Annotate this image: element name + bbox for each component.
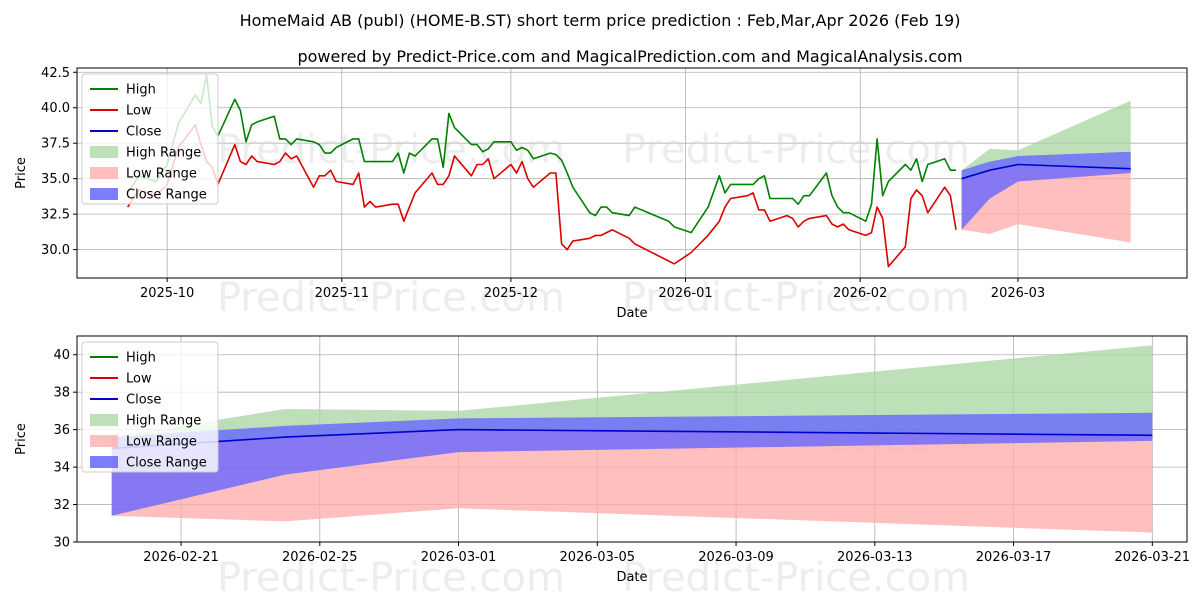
x-axis-label: Date: [616, 570, 647, 585]
y-tick-label: 30.0: [41, 243, 70, 258]
close-range-band: [111, 412, 1153, 516]
legend-low-range-label: Low Range: [126, 435, 197, 450]
x-axis-label: Date: [616, 306, 647, 321]
y-tick-label: 36: [53, 423, 70, 438]
y-tick-label: 35.0: [41, 172, 70, 187]
legend-low-range-swatch: [90, 435, 118, 447]
close-series-line: [961, 163, 1131, 180]
legend-close-range-label: Close Range: [126, 188, 207, 203]
plot-area: [127, 74, 1131, 268]
x-tick-label: 2026-03-09: [698, 550, 774, 565]
y-tick-label: 42.5: [41, 66, 70, 81]
x-tick-label: 2026-02-21: [143, 550, 219, 565]
chart-subtitle: powered by Predict-Price.com and Magical…: [297, 47, 962, 66]
x-tick-label: 2026-03-21: [1115, 550, 1191, 565]
y-tick-label: 40: [53, 348, 70, 363]
legend-close-range-swatch: [90, 188, 118, 200]
y-tick-label: 32: [53, 498, 70, 513]
y-tick-label: 38: [53, 386, 70, 401]
y-tick-label: 30: [53, 536, 70, 551]
y-axis-label: Price: [14, 157, 29, 189]
legend-low-range-label: Low Range: [126, 167, 197, 182]
legend-high-range-label: High Range: [126, 146, 201, 161]
x-tick-label: 2026-02: [833, 286, 887, 301]
legend-high-range-swatch: [90, 414, 118, 426]
watermark-text: Predict-Price.com: [217, 127, 565, 173]
legend-low-range-swatch: [90, 167, 118, 179]
watermark-text: Predict-Price.com: [622, 275, 970, 321]
x-tick-label: 2026-03: [991, 286, 1045, 301]
watermark-text: Predict-Price.com: [217, 555, 565, 600]
legend-low-label: Low: [126, 104, 152, 119]
y-axis-label: Price: [14, 423, 29, 455]
top-panel: Predict-Price.com Predict-Price.com Predic…: [14, 66, 1188, 321]
x-tick-label: 2026-02-25: [282, 550, 358, 565]
y-tick-label: 32.5: [41, 208, 70, 223]
legend-high-label: High: [126, 83, 156, 98]
watermark-text: Predict-Price.com: [622, 555, 970, 600]
legend-low-label: Low: [126, 372, 152, 387]
close-range-band: [961, 151, 1131, 230]
bottom-panel: Predict-Price.comPredict-Price.comPredic…: [14, 335, 1191, 600]
y-tick-label: 37.5: [41, 137, 70, 152]
legend-high-range-label: High Range: [126, 414, 201, 429]
axes-frame: [76, 67, 1188, 279]
axes-frame: [76, 335, 1188, 543]
x-tick-label: 2025-12: [484, 286, 538, 301]
x-tick-label: 2025-11: [315, 286, 369, 301]
x-tick-label: 2026-03-13: [837, 550, 913, 565]
y-tick-label: 34: [53, 461, 70, 476]
watermark-text: Predict-Price.com: [217, 275, 565, 321]
legend-close-label: Close: [126, 125, 161, 140]
x-tick-label: 2025-10: [140, 286, 194, 301]
y-tick-label: 40.0: [41, 101, 70, 116]
x-tick-label: 2026-03-01: [421, 550, 497, 565]
legend-close-range-swatch: [90, 456, 118, 468]
watermark-text: Predict-Price.com: [622, 127, 970, 173]
legend-close-range-label: Close Range: [126, 456, 207, 471]
x-tick-label: 2026-03-05: [560, 550, 636, 565]
chart-title: HomeMaid AB (publ) (HOME-B.ST) short ter…: [240, 11, 961, 30]
legend-high-range-swatch: [90, 146, 118, 158]
x-tick-label: 2026-01: [658, 286, 712, 301]
plot-area: [111, 345, 1153, 533]
legend-high-label: High: [126, 351, 156, 366]
high-series-line: [127, 74, 956, 234]
legend-close-label: Close: [126, 393, 161, 408]
low-series-line: [127, 124, 957, 268]
x-tick-label: 2026-03-17: [976, 550, 1052, 565]
